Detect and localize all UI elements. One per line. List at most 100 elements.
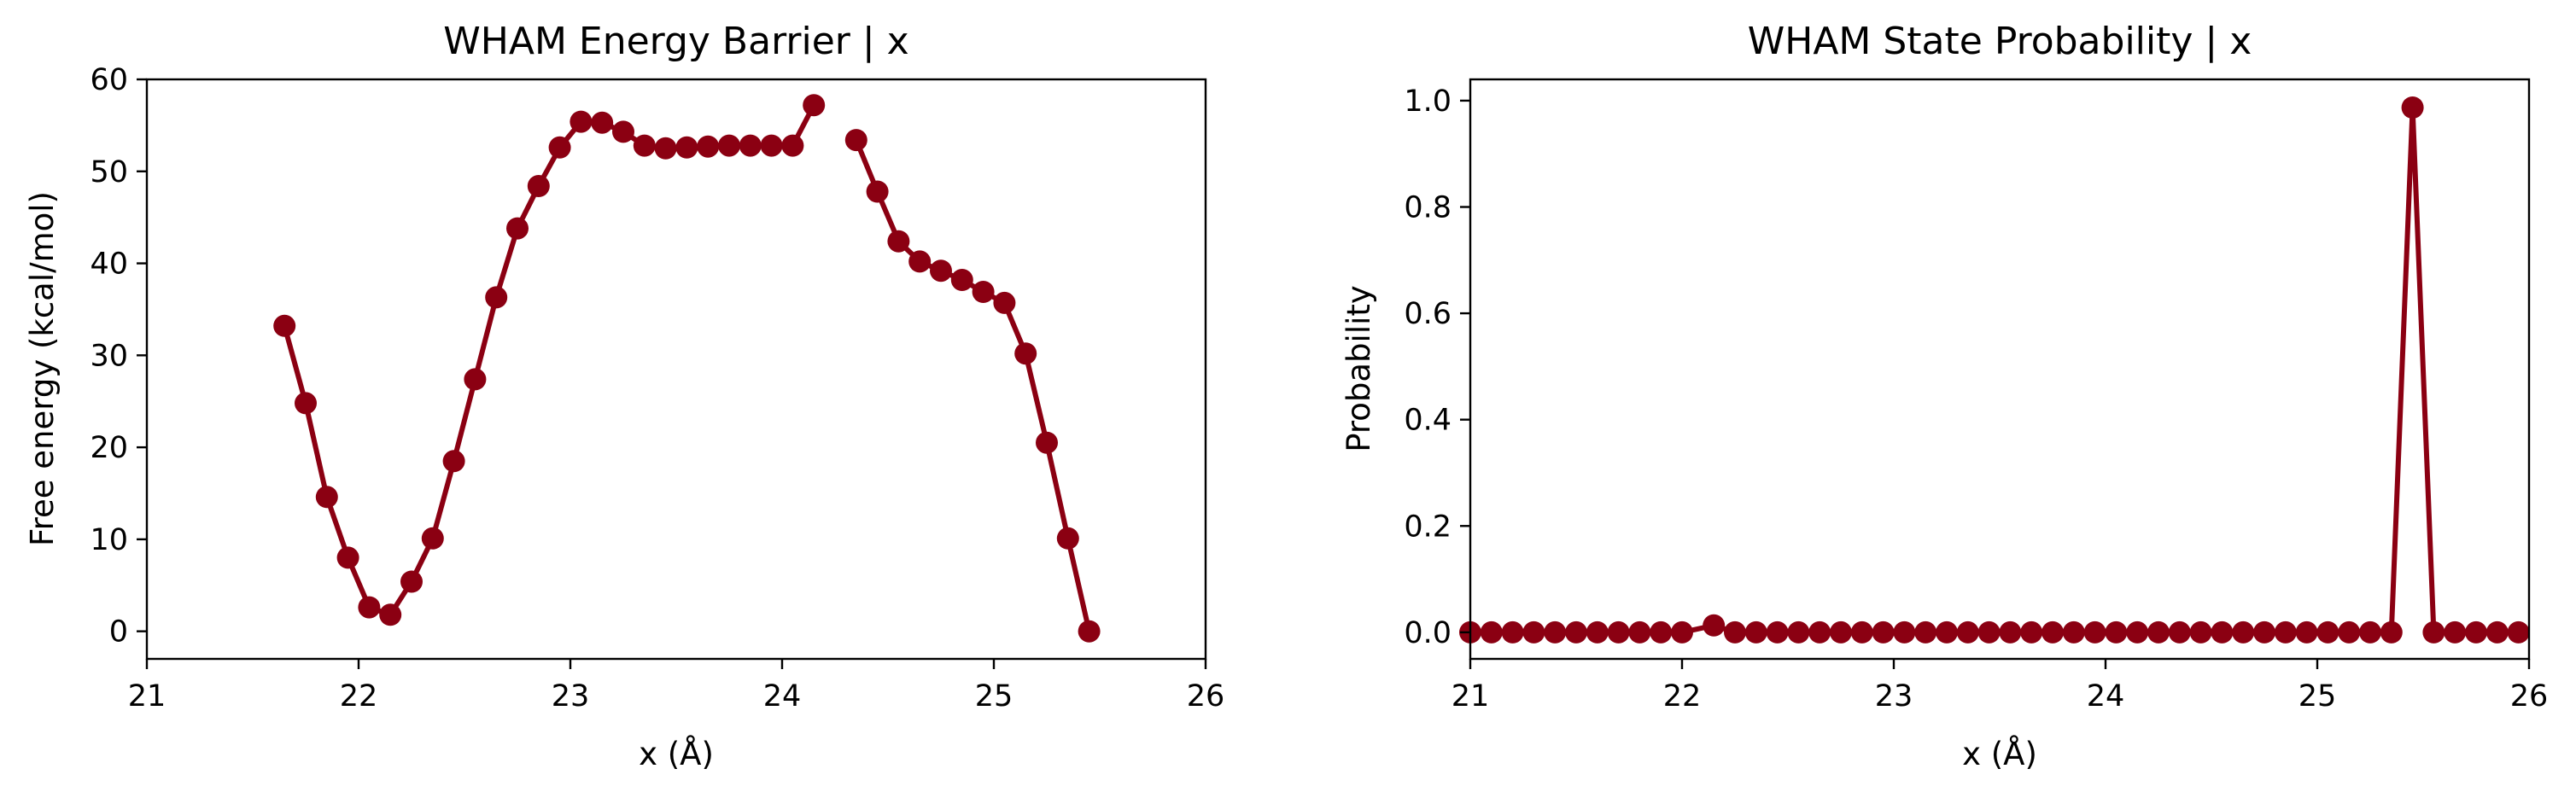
plot-frame	[145, 78, 1207, 661]
data-point	[336, 546, 359, 569]
data-point	[2444, 620, 2467, 644]
plot-frame	[1469, 78, 2531, 661]
data-point	[2062, 620, 2085, 644]
y-tick-label: 0	[109, 615, 128, 649]
data-point	[1036, 431, 1058, 454]
data-point	[760, 134, 783, 157]
data-point	[442, 450, 465, 473]
x-tick-label: 26	[2510, 679, 2549, 714]
data-point	[866, 180, 889, 203]
state-probability-panel: WHAM State Probability | x x (Å) Probabi…	[1341, 20, 2548, 772]
data-point	[358, 596, 381, 619]
data-point	[2211, 620, 2234, 644]
data-point	[739, 134, 762, 157]
series-line	[1468, 105, 2521, 635]
data-point	[1544, 620, 1567, 644]
data-point	[2316, 620, 2339, 644]
y-tick-label: 0.6	[1404, 297, 1452, 331]
data-point	[697, 135, 720, 158]
data-point	[2105, 620, 2128, 644]
data-point	[2274, 620, 2297, 644]
data-point	[2401, 96, 2424, 119]
y-tick-label: 20	[90, 431, 128, 465]
data-point	[1650, 620, 1673, 644]
data-point	[2168, 620, 2191, 644]
x-axis-label: x (Å)	[1962, 735, 2037, 772]
data-point	[2380, 620, 2403, 644]
data-point	[2232, 620, 2255, 644]
y-tick-label: 0.4	[1404, 404, 1452, 438]
data-point	[972, 281, 995, 303]
y-tick-label: 0.8	[1404, 191, 1452, 225]
data-point	[1078, 620, 1101, 643]
data-point	[2042, 620, 2064, 644]
y-tick-label: 60	[90, 63, 128, 97]
data-point	[1850, 620, 1873, 644]
data-point	[1056, 527, 1079, 550]
data-point	[1999, 620, 2022, 644]
data-point	[803, 94, 826, 117]
data-point	[421, 527, 444, 550]
x-tick-label: 21	[128, 679, 166, 714]
data-point	[2465, 620, 2487, 644]
series-line	[282, 102, 817, 618]
data-point	[950, 269, 973, 291]
x-tick-label: 22	[1663, 679, 1702, 714]
data-point	[2338, 620, 2361, 644]
data-point	[2359, 620, 2381, 644]
data-point	[1830, 620, 1852, 644]
y-tick-label: 10	[90, 523, 128, 557]
data-point	[506, 217, 529, 240]
x-tick-label: 21	[1452, 679, 1490, 714]
data-point	[2147, 620, 2170, 644]
data-point	[654, 137, 677, 160]
data-point	[570, 110, 593, 133]
chart-title: WHAM State Probability | x	[1748, 20, 2252, 63]
data-point	[1522, 620, 1545, 644]
data-point	[2020, 620, 2043, 644]
data-point	[1703, 614, 1726, 637]
data-point	[591, 111, 614, 134]
x-axis-label: x (Å)	[639, 735, 714, 772]
data-point	[1956, 620, 1979, 644]
y-axis-label: Probability	[1341, 285, 1377, 452]
data-point	[1766, 620, 1789, 644]
data-point	[273, 314, 296, 337]
data-point	[1893, 620, 1916, 644]
y-axis-label: Free energy (kcal/mol)	[24, 191, 61, 546]
data-point	[612, 120, 634, 143]
y-tick-label: 1.0	[1404, 84, 1452, 119]
energy-barrier-panel: WHAM Energy Barrier | x x (Å) Free energ…	[24, 20, 1224, 772]
data-point	[295, 392, 317, 415]
data-point	[2126, 620, 2149, 644]
y-tick-label: 0.0	[1404, 616, 1452, 650]
data-point	[1480, 620, 1503, 644]
x-tick-label: 22	[340, 679, 378, 714]
x-tick-label: 25	[2299, 679, 2337, 714]
y-tick-label: 30	[90, 339, 128, 373]
data-point	[485, 286, 508, 309]
data-point	[908, 250, 932, 273]
chart-title: WHAM Energy Barrier | x	[443, 20, 908, 63]
data-point	[1872, 620, 1895, 644]
data-point	[633, 134, 656, 157]
series-line	[853, 137, 1092, 634]
data-point	[1671, 620, 1693, 644]
data-point	[1628, 620, 1651, 644]
data-point	[1607, 620, 1630, 644]
x-tick-label: 26	[1187, 679, 1225, 714]
data-point	[718, 134, 740, 157]
data-point	[1014, 342, 1037, 365]
data-point	[379, 603, 402, 626]
data-point	[675, 136, 698, 159]
data-point	[1808, 620, 1831, 644]
data-point	[315, 486, 338, 509]
y-tick-label: 40	[90, 248, 128, 282]
data-point	[2189, 620, 2212, 644]
data-point	[1744, 620, 1767, 644]
y-tick-label: 50	[90, 155, 128, 189]
data-point	[548, 136, 571, 159]
x-tick-label: 25	[975, 679, 1013, 714]
data-point	[400, 570, 423, 593]
